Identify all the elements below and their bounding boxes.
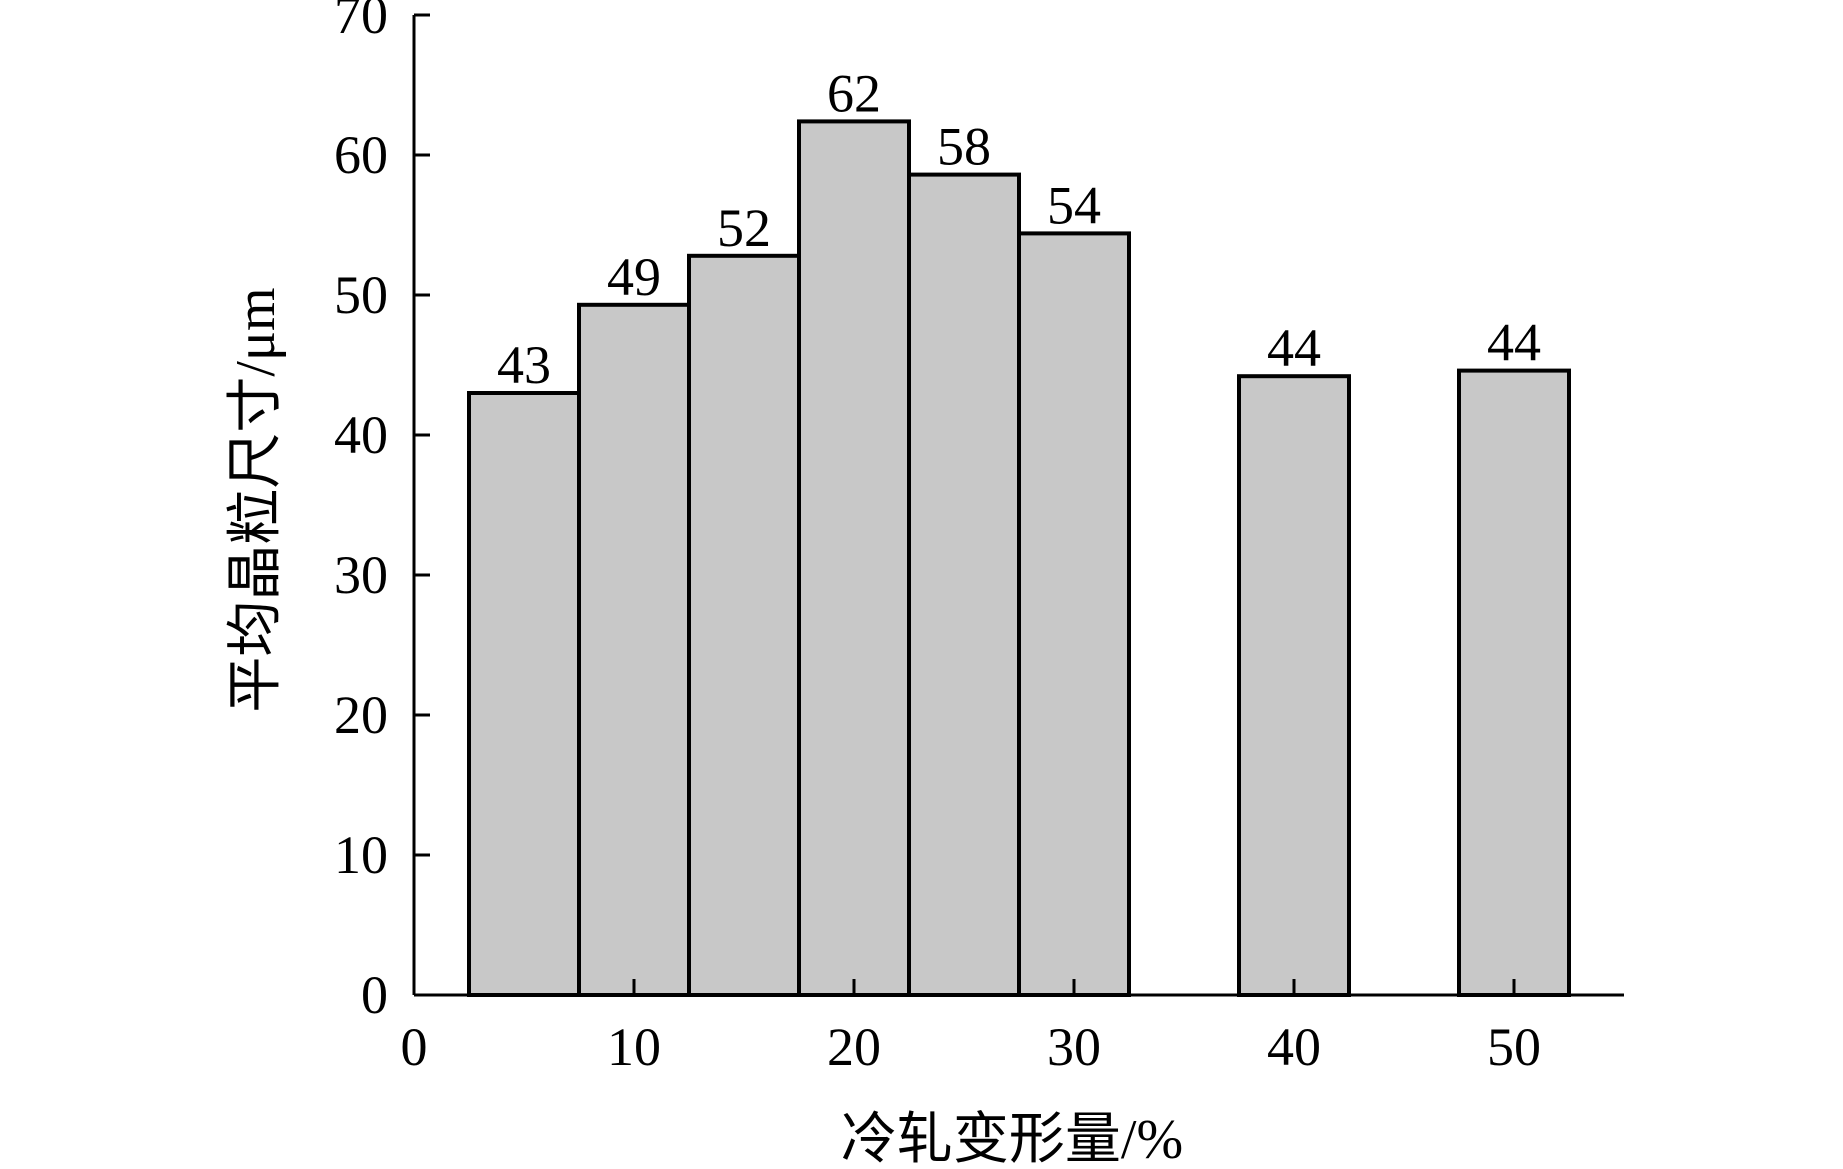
bar bbox=[797, 119, 911, 997]
bar-value-label: 52 bbox=[717, 198, 771, 258]
axes bbox=[412, 15, 1624, 997]
x-axis-title: 冷轧变形量/% bbox=[841, 1109, 1183, 1169]
bar-value-label: 43 bbox=[497, 335, 551, 395]
bar bbox=[1237, 374, 1351, 997]
bar-value-label: 62 bbox=[827, 63, 881, 123]
x-tick-label: 20 bbox=[827, 1017, 881, 1077]
y-tick-label: 50 bbox=[334, 265, 388, 325]
y-tick-label: 30 bbox=[334, 545, 388, 605]
bar-value-label: 54 bbox=[1047, 175, 1101, 235]
bar-value-label: 49 bbox=[607, 247, 661, 307]
bar bbox=[1017, 231, 1131, 997]
x-tick-label: 40 bbox=[1267, 1017, 1321, 1077]
y-axis-ticks: 0 10 20 30 40 50 60 70 bbox=[334, 0, 430, 1025]
bar-value-labels: 43 49 52 62 58 54 44 44 bbox=[497, 63, 1541, 395]
bar bbox=[467, 391, 581, 997]
x-tick-label: 30 bbox=[1047, 1017, 1101, 1077]
bar-value-label: 44 bbox=[1267, 318, 1321, 378]
bar bbox=[907, 172, 1021, 998]
x-tick-label: 50 bbox=[1487, 1017, 1541, 1077]
x-tick-label: 0 bbox=[401, 1017, 428, 1077]
y-tick-label: 10 bbox=[334, 825, 388, 885]
x-tick-label: 10 bbox=[607, 1017, 661, 1077]
bar-value-label: 58 bbox=[937, 117, 991, 177]
y-tick-label: 60 bbox=[334, 125, 388, 185]
y-axis-title: 平均晶粒尺寸/μm bbox=[225, 287, 287, 712]
bar bbox=[577, 302, 691, 997]
y-tick-label: 70 bbox=[334, 0, 388, 45]
x-axis-ticks: 0 10 20 30 40 50 bbox=[401, 979, 1541, 1077]
y-tick-label: 40 bbox=[334, 405, 388, 465]
bars bbox=[467, 119, 1571, 998]
bar bbox=[687, 253, 801, 998]
bar bbox=[1457, 368, 1571, 998]
bar-value-label: 44 bbox=[1487, 313, 1541, 373]
y-tick-label: 20 bbox=[334, 685, 388, 745]
y-tick-label: 0 bbox=[361, 965, 388, 1025]
